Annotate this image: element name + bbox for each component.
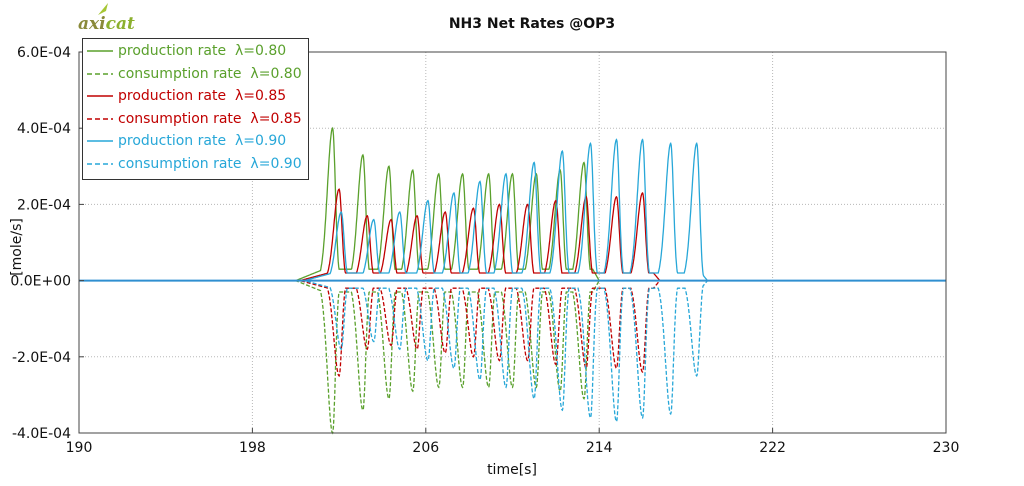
x-tick-label: 214 [586,440,613,456]
y-tick-label: -4.0E-04 [12,426,71,442]
y-tick-label: 6.0E-04 [17,45,71,61]
y-tick-label: 4.0E-04 [17,121,71,137]
legend-label: consumption rate λ=0.80 [118,65,302,82]
x-tick-label: 222 [759,440,786,456]
legend-swatch [87,72,113,75]
x-axis-label: time[s] [487,462,537,478]
legend-label: consumption rate λ=0.90 [118,155,302,172]
series-line-4 [79,279,946,378]
logo-text-b: cat [105,14,135,34]
legend-label: production rate λ=0.80 [118,43,287,59]
legend-swatch [87,162,113,165]
chart-title: NH3 Net Rates @OP3 [448,16,616,32]
chart-title-wrap: NH3 Net Rates @OP3 [0,16,1024,32]
logo-mark-icon [98,3,108,15]
plot-frame [78,51,947,434]
series-line-2 [79,279,946,435]
x-tick-label: 206 [412,440,439,456]
y-axis-label: [mole/s] [9,218,25,276]
logo-text: axicat [78,14,135,34]
tick-labels: 190 198 206 214 222 230 -4.0E-04 -2.0E-04 0.0E+0… [10,45,959,456]
legend-label: production rate λ=0.85 [118,88,287,104]
legend-swatch [87,95,113,97]
legend-entry: production rate λ=0.80 [83,41,308,63]
legend-entry: consumption rate λ=0.80 [83,64,308,86]
x-tick-label: 198 [239,440,266,456]
y-tick-label: -2.0E-04 [12,350,71,366]
y-tick-label: 2.0E-04 [17,197,71,213]
x-tick-label: 230 [933,440,960,456]
legend-entry: production rate λ=0.90 [83,131,308,153]
x-tick-label: 190 [66,440,93,456]
legend-entry: consumption rate λ=0.90 [83,154,308,176]
axicat-logo: axicat [78,2,138,38]
series-group [79,126,946,435]
legend-label: consumption rate λ=0.85 [118,110,302,127]
legend-swatch [87,50,113,52]
legend-label: production rate λ=0.90 [118,133,287,149]
legend-swatch [87,140,113,142]
legend-entry: consumption rate λ=0.85 [83,109,308,131]
legend-entry: production rate λ=0.85 [83,86,308,108]
plot-border [78,51,947,434]
series-line-6 [79,279,946,423]
y-tick-label: 0.0E+00 [10,274,71,290]
legend-swatch [87,117,113,120]
legend: production rate λ=0.80 consumption rate λ… [82,38,309,180]
series-line-3 [79,188,946,282]
logo-text-a: axi [78,14,106,34]
